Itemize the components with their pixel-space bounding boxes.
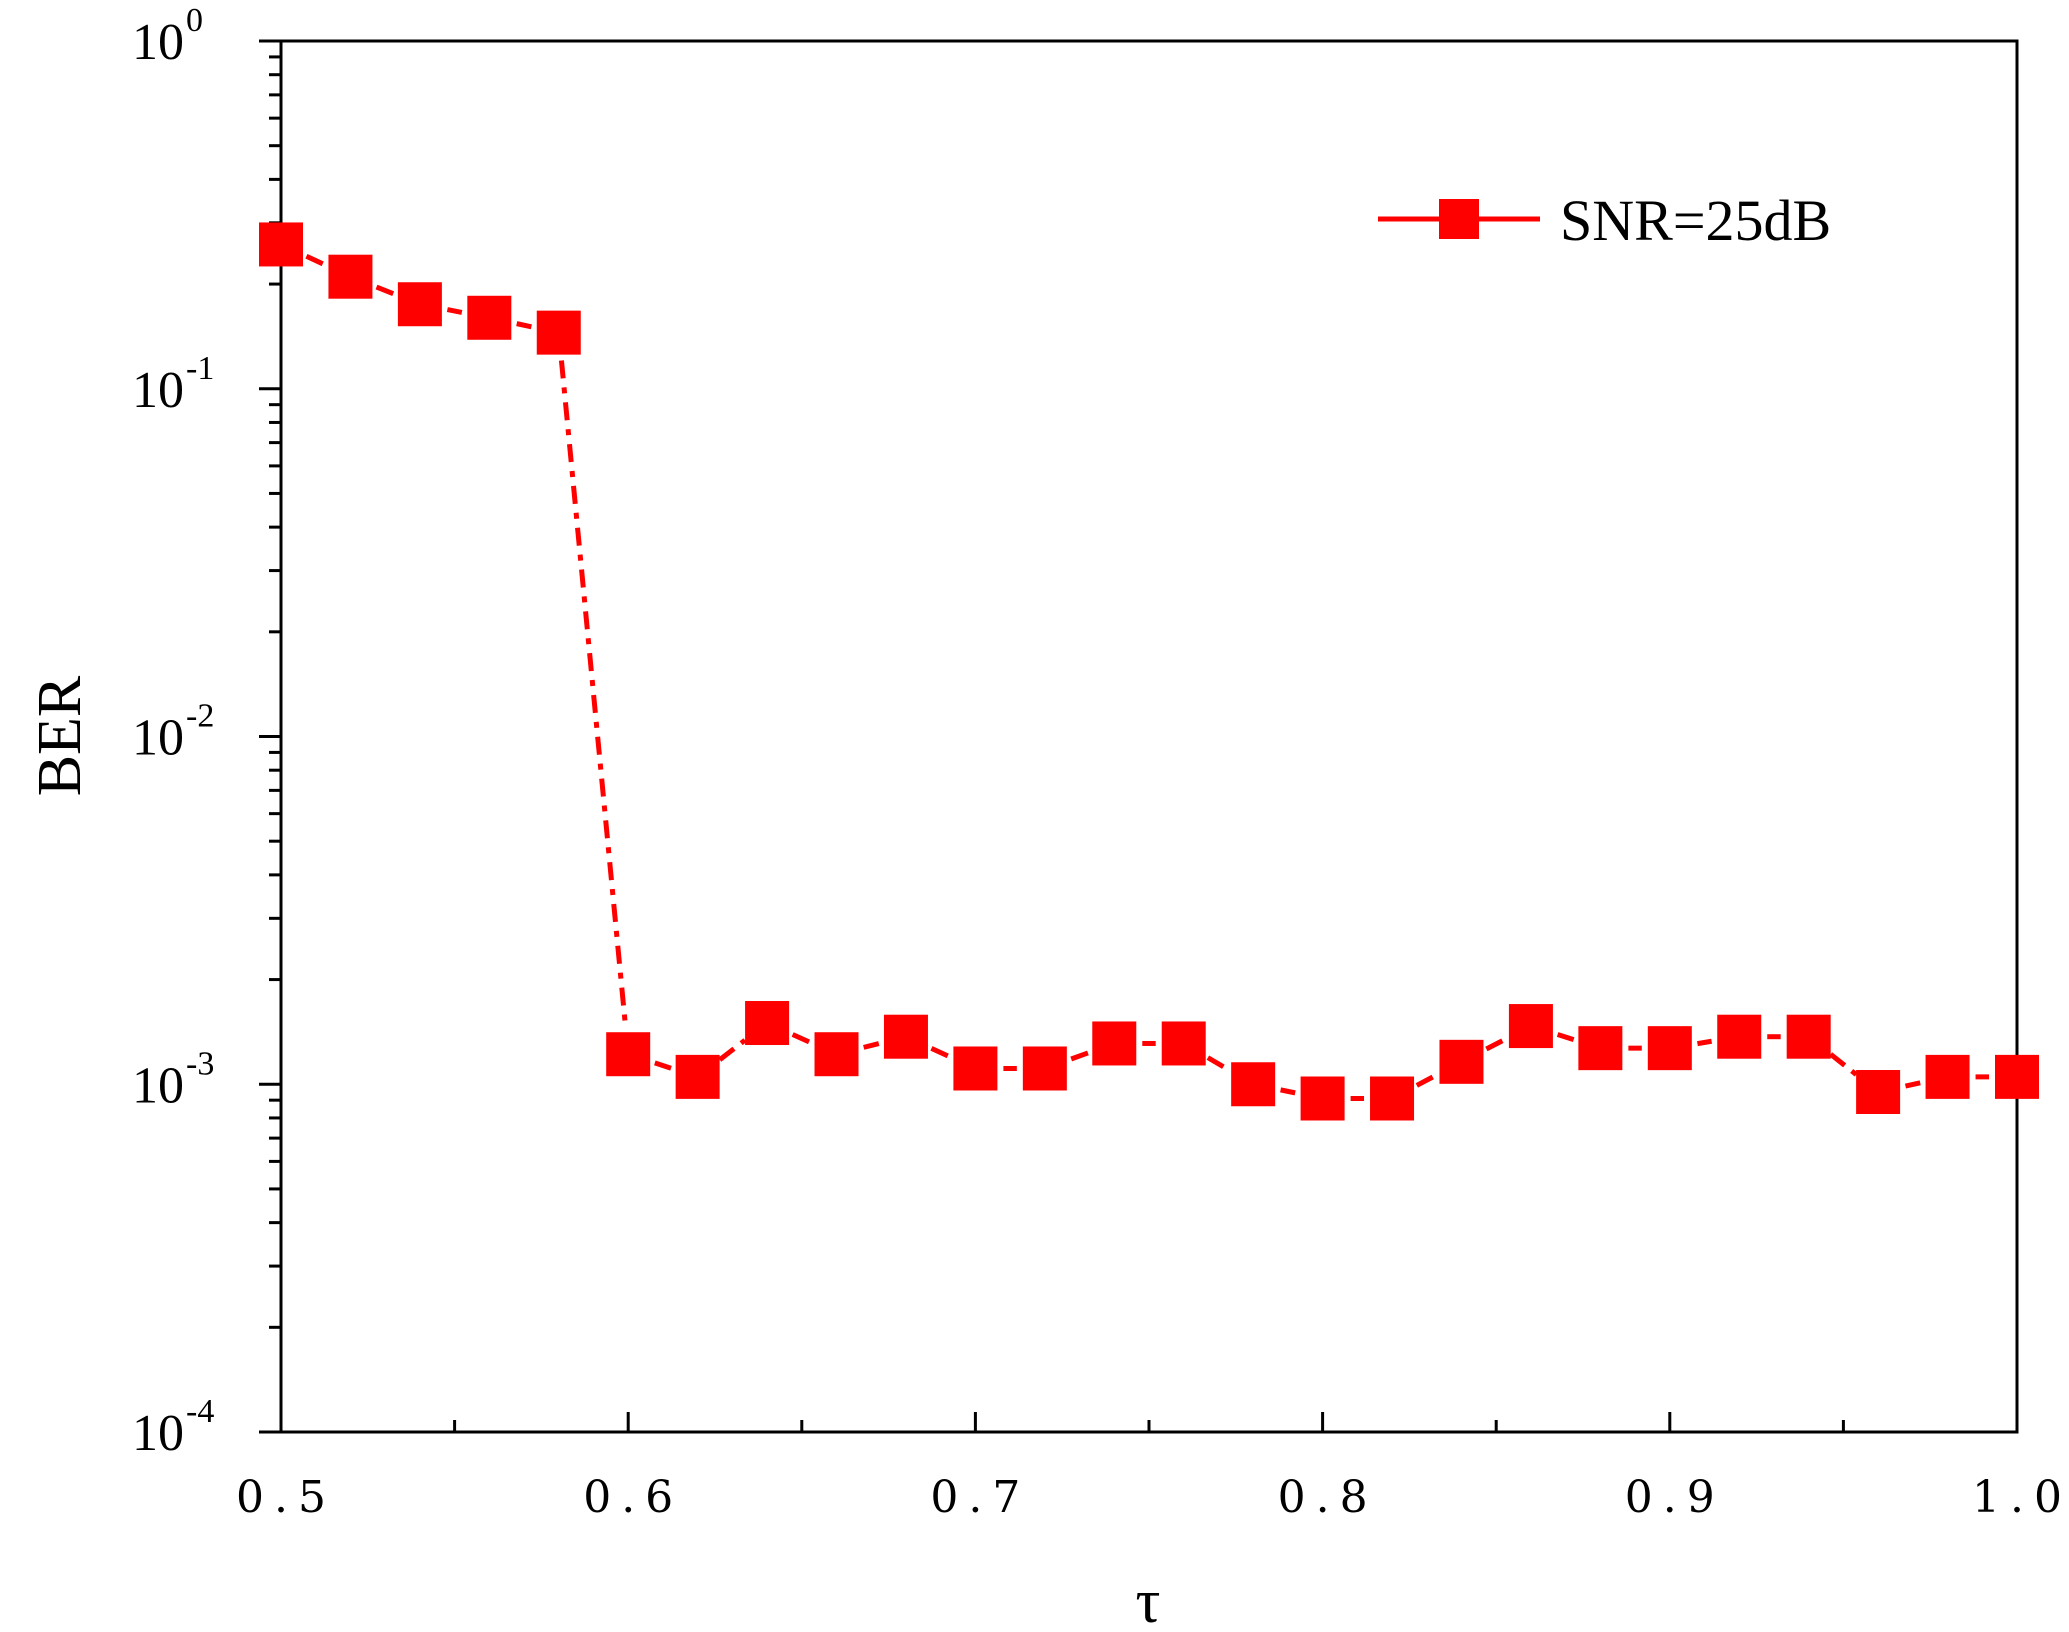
data-point-marker [1370, 1076, 1415, 1121]
legend-label: SNR=25dB [1560, 188, 1831, 253]
data-point-marker [1578, 1026, 1623, 1071]
data-point-marker [953, 1046, 998, 1091]
series-segment [516, 321, 532, 330]
y-tick-label-exponent: -3 [186, 1045, 214, 1082]
data-point-marker [328, 254, 373, 299]
series-segment [1485, 1036, 1508, 1052]
series-segment [791, 1032, 813, 1046]
y-tick-label-exponent: -4 [186, 1393, 214, 1430]
y-tick-label-base: 10 [132, 710, 184, 767]
y-tick-label-exponent: -1 [186, 350, 214, 387]
y-tick-label-base: 10 [132, 1405, 184, 1462]
series-segment [1206, 1055, 1231, 1073]
series-segment [1556, 1032, 1575, 1043]
data-point-marker [1022, 1046, 1067, 1091]
series-segment [1904, 1080, 1921, 1089]
data-point-marker [814, 1032, 859, 1077]
data-point-marker [397, 282, 442, 327]
data-point-marker [536, 310, 581, 355]
data-point-marker [1092, 1021, 1137, 1066]
x-axis-title: τ [1136, 1568, 1161, 1632]
series-segment [1829, 1052, 1858, 1077]
series-segment [1070, 1050, 1089, 1062]
x-tick-label: 0.5 [236, 1472, 336, 1523]
series-segment [558, 360, 629, 1027]
series-segment [654, 1060, 672, 1071]
y-axis-title: BER [26, 675, 94, 796]
legend-marker [1439, 199, 1479, 239]
data-point-marker [675, 1054, 720, 1099]
y-tick-label-base: 10 [132, 14, 184, 71]
data-point-marker [1161, 1021, 1206, 1066]
series-segment [718, 1038, 747, 1062]
data-point-marker [1508, 1004, 1553, 1049]
data-point-marker [467, 295, 512, 340]
data-point-marker [259, 222, 303, 267]
y-tick-label-base: 10 [132, 1057, 184, 1114]
data-point-marker [1647, 1026, 1692, 1071]
data-point-marker [1231, 1062, 1276, 1107]
data-point-marker [1925, 1054, 1970, 1099]
series-segment [305, 253, 327, 268]
y-tick-label-base: 10 [132, 362, 184, 419]
y-tick-label-exponent: 0 [186, 2, 203, 39]
data-point-marker [1995, 1054, 2039, 1099]
data-point-marker [1439, 1039, 1484, 1084]
data-point-marker [745, 1001, 790, 1046]
data-point-marker [883, 1014, 928, 1059]
data-point-marker [1300, 1076, 1345, 1121]
x-tick-label: 0.8 [1278, 1472, 1378, 1523]
data-point-marker [1786, 1014, 1831, 1059]
data-point-marker [606, 1032, 651, 1077]
series-segment [446, 307, 463, 315]
series-segment [375, 284, 395, 297]
series-markers [259, 222, 2039, 1121]
x-tick-label: 1.0 [1972, 1472, 2069, 1523]
x-tick-label: 0.7 [930, 1472, 1030, 1523]
data-point-marker [1856, 1069, 1901, 1114]
x-axis-ticks: 0.5 0.6 0.7 0.8 0.9 1.0 [236, 1412, 2069, 1523]
legend: SNR=25dB [1378, 188, 1831, 253]
y-tick-label-exponent: -2 [186, 698, 214, 735]
series-segment [1415, 1072, 1438, 1088]
series-segment [1280, 1087, 1296, 1096]
series-segment [863, 1041, 880, 1050]
series-segment [930, 1046, 951, 1060]
data-point-marker [1717, 1014, 1762, 1059]
series-lines [305, 253, 1989, 1101]
x-tick-label: 0.6 [583, 1472, 683, 1523]
series-segment [1697, 1038, 1713, 1047]
x-tick-label: 0.9 [1625, 1472, 1725, 1523]
